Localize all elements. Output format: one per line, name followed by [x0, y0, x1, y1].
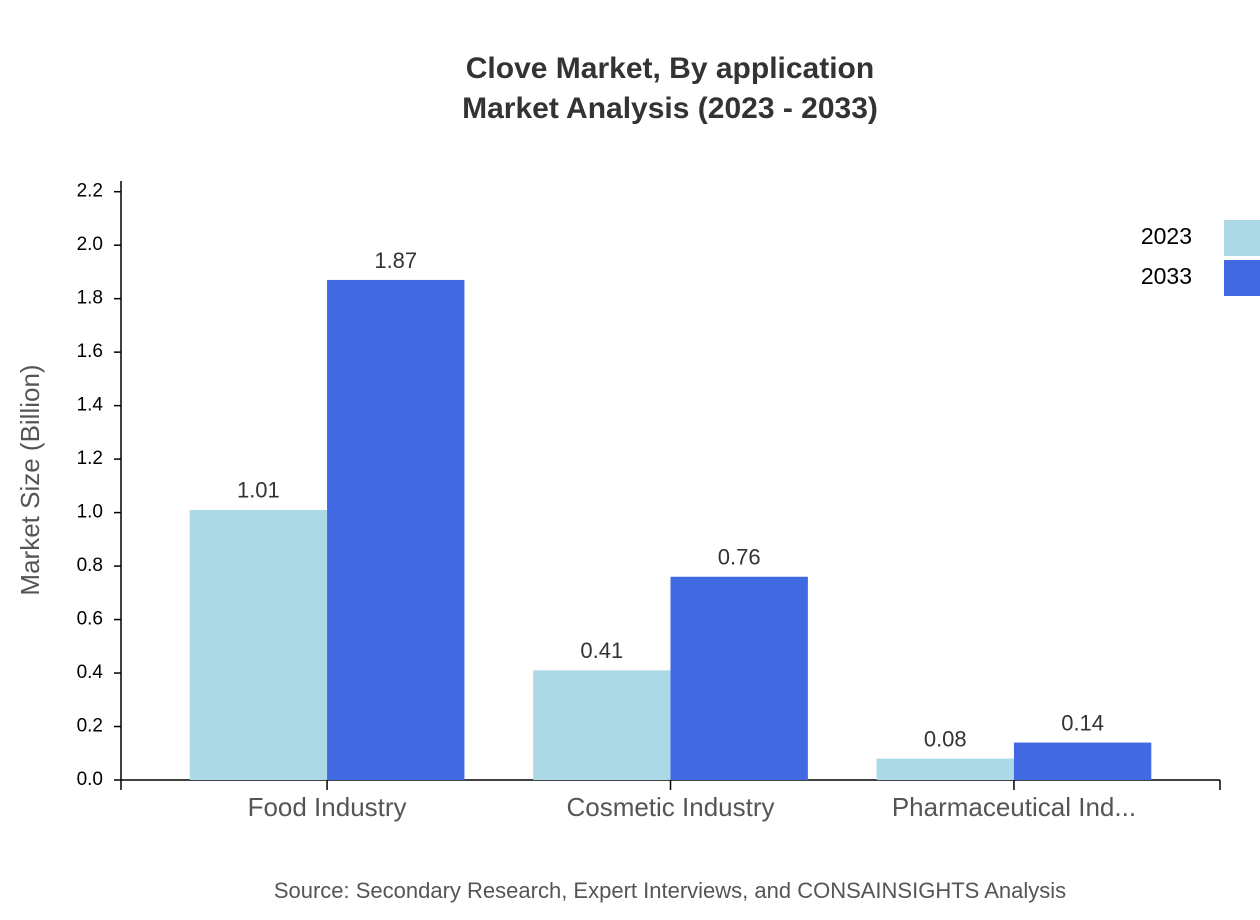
y-tick-label: 1.8 — [77, 288, 103, 309]
bar — [876, 758, 1014, 780]
legend-swatch — [1224, 260, 1260, 296]
x-tick-label: Food Industry — [248, 792, 407, 822]
y-tick-label: 0.2 — [77, 716, 103, 737]
value-label: 0.14 — [1061, 710, 1104, 735]
bar — [533, 670, 671, 780]
legend-label: 2023 — [1141, 223, 1192, 249]
x-tick-label: Pharmaceutical Ind... — [892, 792, 1136, 822]
chart-title: Clove Market, By application — [466, 52, 874, 85]
value-label: 0.08 — [924, 726, 967, 751]
y-tick-label: 0.8 — [77, 555, 103, 576]
y-tick-label: 0.6 — [77, 609, 103, 630]
value-label: 0.41 — [580, 638, 623, 663]
chart-subtitle: Market Analysis (2023 - 2033) — [462, 92, 878, 125]
y-tick-label: 1.0 — [77, 502, 103, 523]
value-label: 1.01 — [237, 478, 280, 503]
bar — [327, 279, 465, 780]
y-axis-label: Market Size (Billion) — [15, 364, 45, 595]
value-label: 1.87 — [374, 248, 417, 273]
y-tick-label: 0.4 — [77, 662, 104, 683]
y-tick-label: 2.0 — [77, 234, 103, 255]
bar — [189, 509, 328, 780]
y-tick-label: 1.2 — [77, 448, 103, 469]
legend-swatch — [1224, 220, 1260, 256]
y-tick-label: 1.6 — [77, 341, 103, 362]
x-tick-label: Cosmetic Industry — [566, 792, 774, 822]
y-tick-label: 2.2 — [77, 181, 103, 202]
y-tick-label: 1.4 — [77, 395, 104, 416]
bar — [1013, 742, 1152, 780]
bar — [670, 576, 808, 780]
legend-label: 2033 — [1141, 263, 1192, 289]
y-tick-label: 0.0 — [77, 769, 103, 790]
source-note: Source: Secondary Research, Expert Inter… — [274, 878, 1066, 903]
value-label: 0.76 — [718, 545, 761, 570]
